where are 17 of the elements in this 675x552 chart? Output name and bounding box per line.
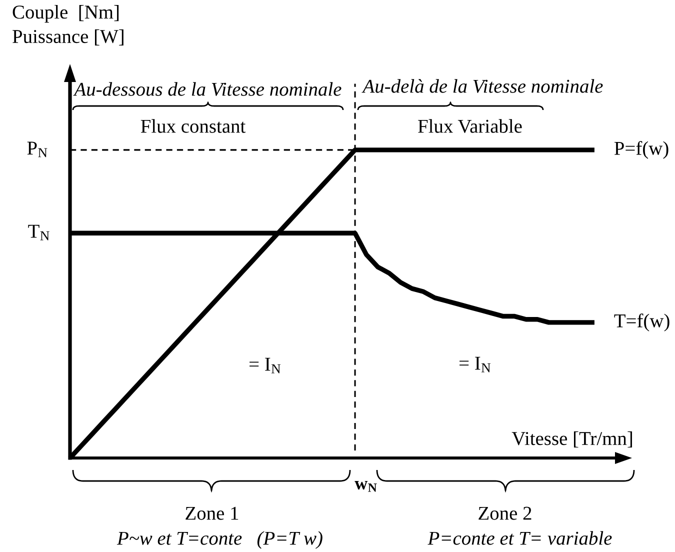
ref-line-label: P$_{N}$ <box>27 142 48 158</box>
text: Flux constant <box>140 119 246 133</box>
text: Au-delà de la Vitesse nominale <box>362 79 603 93</box>
text: Zone 1 <box>186 506 238 520</box>
annotation: = I$_{N}$ <box>250 358 281 374</box>
text: P=conte et T= variable <box>428 531 612 545</box>
text: P~w et T=conte (P=T w) <box>116 531 322 549</box>
series-label: P=f(w) <box>614 141 668 159</box>
x-axis-title: Vitesse [Tr/mn] <box>512 431 632 448</box>
text: Couple [Nm] Puissance [W] <box>12 5 124 46</box>
annotation: = I$_{N}$ <box>460 356 491 372</box>
text: w$_{N}$ <box>354 481 377 492</box>
text: T$_{N}$ <box>28 224 50 240</box>
text: Au-dessous de la Vitesse nominale <box>73 82 342 96</box>
series-label: T=f(w) <box>614 314 670 332</box>
text: Flux Variable <box>418 119 522 133</box>
text: Zone 2 <box>478 506 532 520</box>
